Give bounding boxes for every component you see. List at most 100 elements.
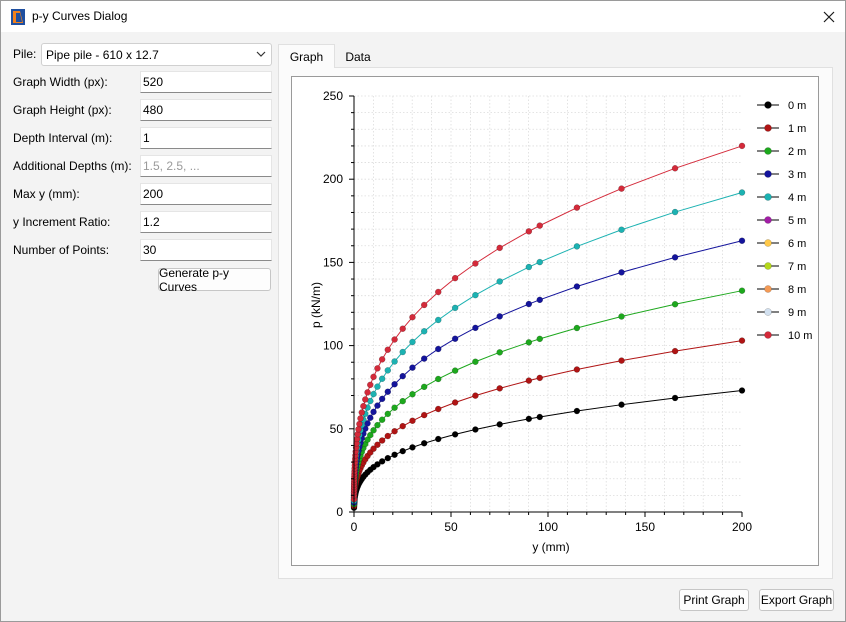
graph-width-input[interactable] (140, 71, 272, 93)
chart-grid (354, 95, 742, 512)
data-point (671, 347, 679, 355)
data-point (356, 420, 363, 428)
chevron-down-icon (256, 51, 266, 57)
data-point (451, 399, 459, 406)
data-point (496, 278, 503, 285)
data-point (399, 422, 406, 430)
num-points-input[interactable] (140, 239, 272, 261)
additional-depths-input[interactable] (140, 155, 272, 177)
data-point (357, 415, 364, 422)
data-point (370, 390, 377, 398)
data-point (496, 313, 503, 320)
data-point (399, 372, 406, 380)
data-point (451, 431, 459, 438)
data-point (384, 410, 392, 418)
x-axis-label: y (mm) (532, 540, 569, 554)
tab-data[interactable]: Data (345, 49, 371, 64)
data-point (536, 374, 544, 382)
data-point (364, 436, 371, 443)
additional-depths-label: Additional Depths (m): (13, 159, 132, 173)
data-point (536, 296, 544, 304)
data-point (525, 377, 533, 384)
data-point (384, 454, 392, 462)
data-point (409, 417, 416, 425)
data-point (536, 222, 544, 229)
data-point (378, 375, 386, 383)
py-chart: 0 50 100 150 200 0 50 100 150 200 250 y (mm) p (kN… (291, 76, 819, 566)
data-point (671, 165, 679, 172)
data-point (738, 287, 746, 294)
data-point (618, 185, 625, 192)
data-point (525, 339, 533, 346)
y-tick-label: 0 (336, 505, 343, 519)
data-point (391, 451, 398, 459)
data-point (671, 394, 679, 402)
legend-marker (764, 147, 772, 155)
chart-axes: 0 50 100 150 200 0 50 100 150 200 250 (323, 89, 752, 534)
legend-label: 1 m (788, 123, 806, 135)
legend-marker (764, 193, 772, 201)
data-point (618, 313, 625, 320)
py-chart-svg: 0 50 100 150 200 0 50 100 150 200 250 y (mm) p (kN… (309, 89, 812, 554)
data-point (435, 288, 442, 296)
legend-label: 9 m (788, 307, 806, 319)
data-point (738, 142, 746, 150)
app-icon (11, 9, 25, 25)
data-point (435, 345, 442, 353)
tab-graph[interactable]: Graph (278, 44, 335, 68)
data-point (573, 204, 581, 211)
data-point (525, 415, 533, 423)
data-point (536, 258, 544, 266)
data-point (370, 427, 377, 434)
data-point (496, 385, 503, 392)
data-point (391, 336, 398, 343)
window-title: p-y Curves Dialog (32, 9, 128, 23)
legend-marker (764, 331, 772, 339)
data-point (399, 447, 406, 455)
legend-marker (764, 285, 772, 293)
graph-height-input[interactable] (140, 99, 272, 121)
legend-marker (764, 170, 772, 178)
data-point (364, 389, 371, 396)
data-point (367, 414, 374, 422)
pile-select-value: Pipe pile - 610 x 12.7 (46, 48, 159, 62)
data-point (738, 189, 746, 196)
x-tick-label: 50 (444, 520, 458, 534)
graph-height-label: Graph Height (px): (13, 103, 112, 117)
data-point (435, 435, 442, 443)
data-point (384, 367, 392, 374)
legend-marker (764, 262, 772, 270)
data-point (525, 263, 533, 271)
pile-select[interactable]: Pipe pile - 610 x 12.7 (41, 43, 272, 66)
data-point (378, 437, 386, 444)
data-point (378, 416, 386, 423)
data-point (573, 324, 581, 332)
data-point (618, 357, 625, 364)
data-point (362, 396, 369, 403)
legend-marker (764, 308, 772, 316)
data-point (536, 413, 544, 421)
data-point (451, 335, 459, 342)
pile-label: Pile: (13, 47, 37, 61)
data-point (374, 421, 381, 429)
data-point (420, 301, 428, 309)
y-tick-label: 200 (323, 172, 343, 186)
data-point (496, 421, 503, 428)
y-increment-input[interactable] (140, 211, 272, 233)
max-y-input[interactable] (140, 183, 272, 205)
export-graph-button[interactable]: Export Graph (759, 589, 834, 611)
print-graph-button[interactable]: Print Graph (679, 589, 749, 611)
data-point (451, 367, 459, 374)
close-button[interactable] (813, 1, 845, 32)
data-point (384, 432, 392, 440)
data-point (451, 304, 459, 312)
x-tick-label: 0 (351, 520, 358, 534)
data-point (374, 383, 381, 390)
legend-marker (764, 101, 772, 109)
legend-label: 3 m (788, 169, 806, 181)
data-point (384, 388, 392, 396)
data-point (420, 440, 428, 447)
legend-marker (764, 239, 772, 247)
generate-curves-button[interactable]: Generate p-y Curves (158, 266, 271, 294)
depth-interval-input[interactable] (140, 127, 272, 149)
